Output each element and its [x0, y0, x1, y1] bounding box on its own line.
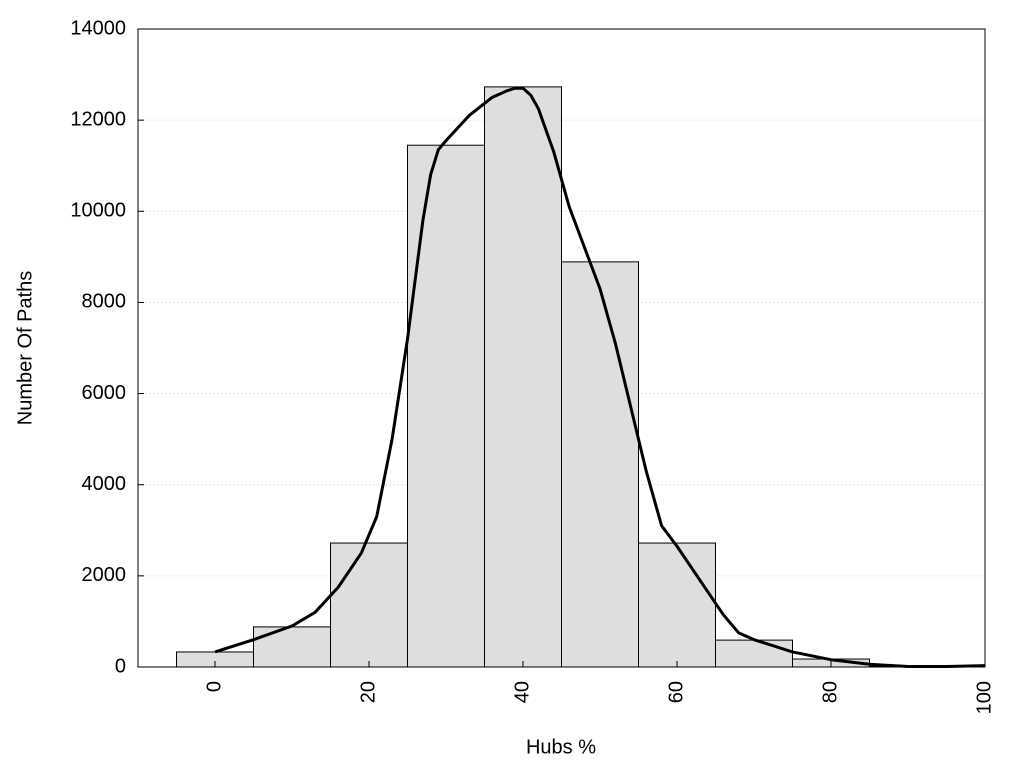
- bar: [484, 86, 562, 668]
- x-tick-label: 80: [819, 681, 841, 703]
- y-tick-label: 6000: [82, 382, 127, 404]
- y-tick-label: 12000: [70, 108, 126, 130]
- x-axis-label: Hubs %: [526, 736, 596, 758]
- y-tick-label: 4000: [82, 473, 127, 495]
- x-tick-label: 100: [973, 681, 995, 714]
- y-tick-label: 14000: [70, 17, 126, 39]
- bar: [638, 542, 716, 668]
- bar: [715, 639, 793, 668]
- density-line: [214, 86, 986, 669]
- bar: [253, 626, 331, 668]
- y-tick-label: 8000: [82, 291, 127, 313]
- y-tick-label: 0: [115, 655, 126, 677]
- bar: [330, 542, 408, 668]
- bar: [561, 261, 639, 668]
- y-axis-label: Number Of Paths: [14, 271, 36, 426]
- plot-border: [137, 28, 986, 668]
- x-tick-label: 60: [665, 681, 687, 703]
- y-tick-label: 2000: [82, 564, 127, 586]
- bar: [407, 144, 485, 668]
- x-tick-label: 20: [357, 681, 379, 703]
- y-tick-label: 10000: [70, 200, 126, 222]
- x-tick-label: 0: [203, 681, 225, 692]
- x-tick-label: 40: [511, 681, 533, 703]
